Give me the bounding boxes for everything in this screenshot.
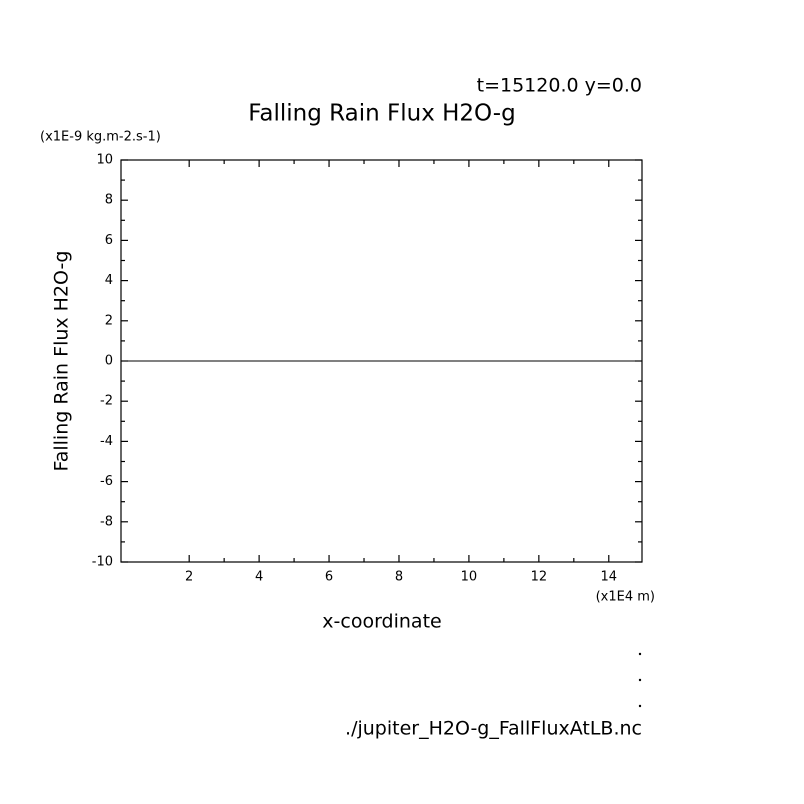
y-tick-label: -10 — [92, 555, 113, 570]
y-tick-label: -2 — [100, 394, 113, 409]
x-axis-label: x-coordinate — [322, 611, 441, 633]
y-tick-label: 10 — [96, 153, 113, 168]
x-tick-label: 10 — [461, 570, 478, 585]
dot — [638, 678, 642, 682]
y-tick-label: -8 — [100, 514, 113, 529]
y-tick-label: -4 — [100, 434, 113, 449]
x-tick-label: 8 — [395, 570, 403, 585]
x-tick-label: 4 — [255, 570, 263, 585]
x-tick-label: 2 — [185, 570, 193, 585]
y-tick-label: 4 — [105, 273, 113, 288]
y-tick-label: 8 — [105, 193, 113, 208]
y-tick-label: 2 — [105, 313, 113, 328]
y-unit: (x1E-9 kg.m-2.s-1) — [40, 130, 161, 145]
dot — [638, 652, 642, 656]
y-tick-label: -6 — [100, 474, 113, 489]
y-tick-label: 0 — [105, 354, 113, 369]
chart-title: Falling Rain Flux H2O-g — [248, 101, 515, 127]
footer: ./jupiter_H2O-g_FallFluxAtLB.nc — [345, 718, 642, 740]
dot — [638, 704, 642, 708]
x-unit: (x1E4 m) — [596, 590, 655, 605]
x-tick-label: 14 — [601, 570, 618, 585]
chart-subtitle: t=15120.0 y=0.0 — [477, 75, 642, 97]
y-axis-label: Falling Rain Flux H2O-g — [51, 251, 73, 472]
x-tick-label: 12 — [531, 570, 548, 585]
y-tick-label: 6 — [105, 233, 113, 248]
x-tick-label: 6 — [325, 570, 333, 585]
